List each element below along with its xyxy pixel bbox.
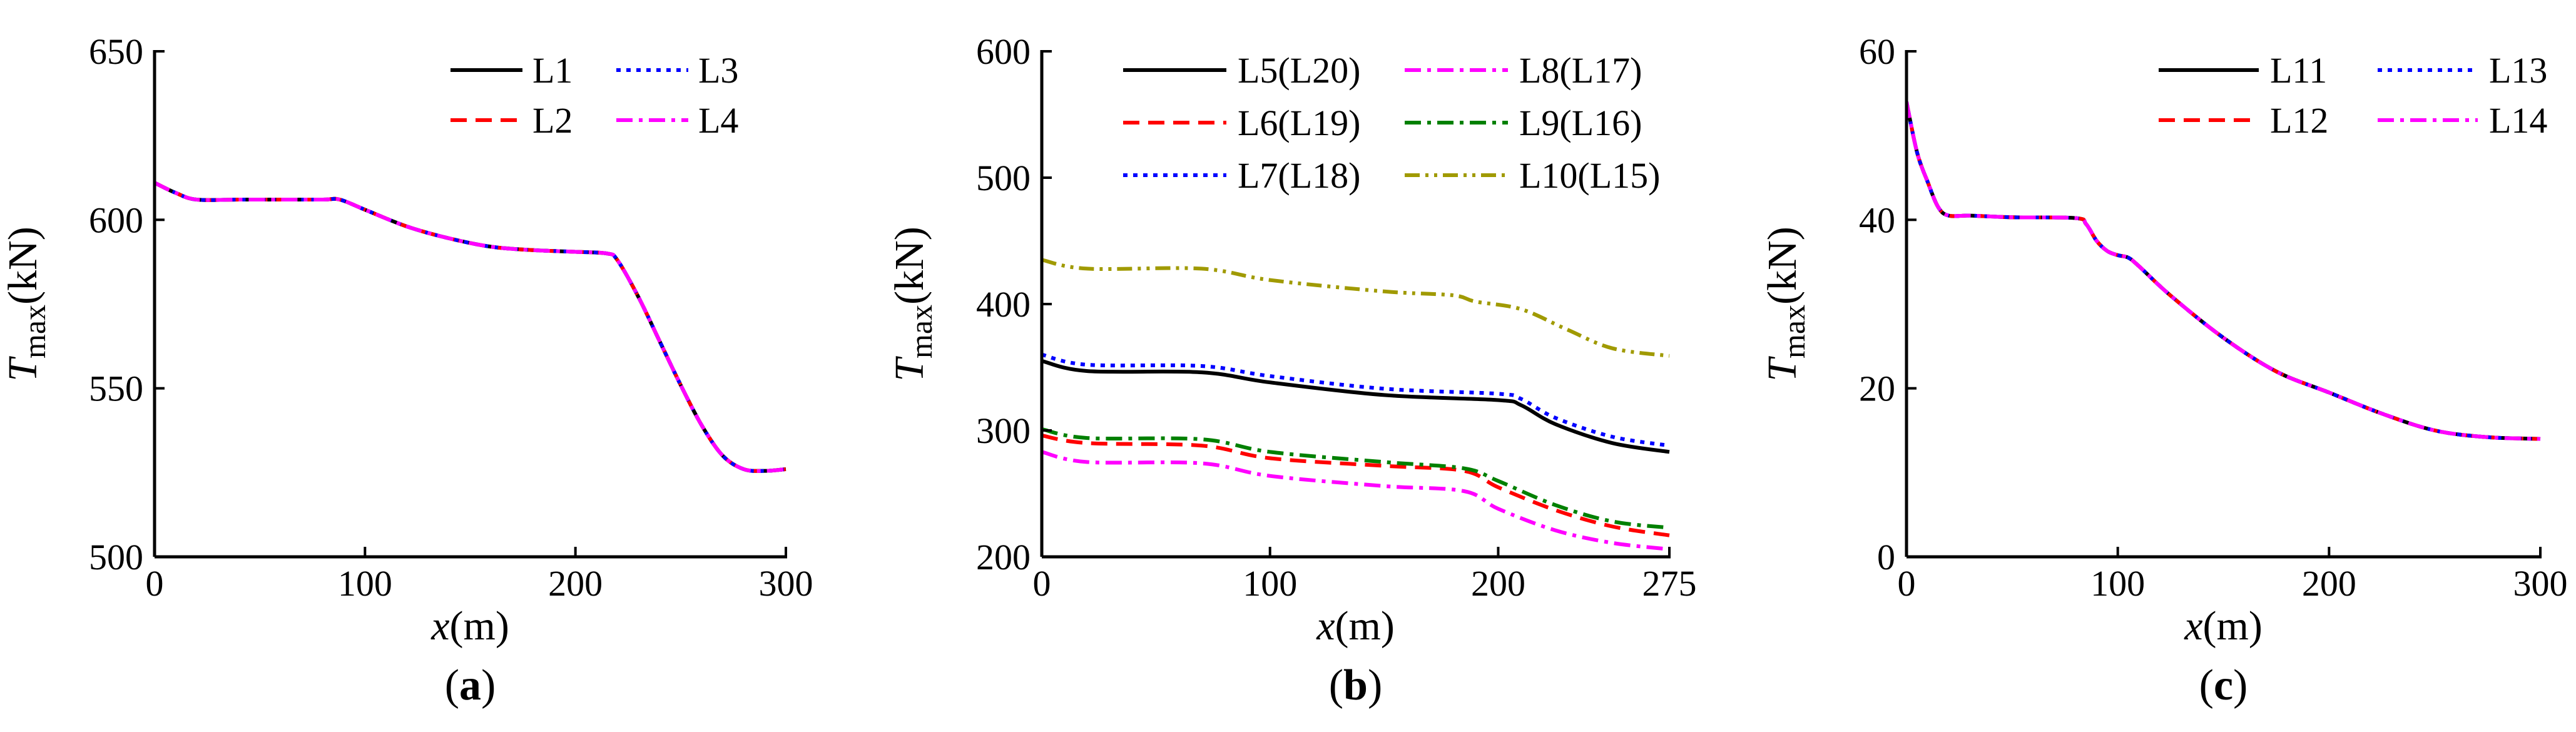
panel-label-letter: b — [1343, 661, 1368, 709]
series-line-l6-l19 — [1042, 434, 1670, 537]
legend: L11 L12 L13 L14 — [2159, 50, 2547, 141]
legend: L5(L20) L6(L19) L7(L18) L8(L17) L9(L16) L10(L… — [1123, 50, 1661, 196]
y-axis-label: Tmax(kN) — [887, 226, 939, 381]
legend-entry-label: L14 — [2489, 100, 2547, 141]
panel-label-open: ( — [2199, 661, 2214, 709]
y-tick-label: 20 — [1859, 369, 1895, 409]
series-line-l10-l15 — [1042, 258, 1670, 358]
series-line-l3 — [155, 181, 787, 473]
x-axis-unit: (m) — [2203, 603, 2263, 649]
legend-entry-label: L2 — [532, 100, 573, 141]
y-tick-label: 550 — [89, 369, 143, 409]
y-tick-label: 0 — [1877, 537, 1895, 577]
y-tick-label: 600 — [976, 31, 1031, 72]
panel-b: 200 300 400 500 600 0 100 200 275 x(m) Tmax(kN) L5(… — [887, 31, 1697, 709]
y-axis-unit: (kN) — [1759, 226, 1805, 305]
y-tick-label: 400 — [976, 284, 1031, 325]
y-tick-label: 60 — [1859, 31, 1895, 72]
panel-label-close: ) — [1368, 661, 1382, 709]
panel-label-letter: c — [2214, 661, 2233, 709]
x-axis-variable: x — [2184, 603, 2202, 649]
x-tick-label: 200 — [1471, 563, 1525, 604]
panel-label: (c) — [2199, 661, 2248, 709]
y-axis-label: Tmax(kN) — [0, 226, 52, 381]
panel-label-close: ) — [481, 661, 496, 709]
panel-label: (a) — [445, 661, 496, 709]
y-axis-subscript: max — [17, 305, 52, 358]
panel-label-open: ( — [1329, 661, 1343, 709]
legend-entry-label: L7(L18) — [1238, 155, 1361, 196]
legend-entry-label: L11 — [2270, 50, 2327, 91]
series-line-l9-l16 — [1042, 427, 1670, 530]
x-tick-label: 100 — [1243, 563, 1297, 604]
x-tick-label: 0 — [146, 563, 164, 604]
y-axis-variable: T — [0, 356, 46, 382]
x-axis-label: x(m) — [430, 603, 509, 649]
x-tick-label: 300 — [2513, 563, 2568, 604]
panel-a: 500 550 600 650 0 100 200 300 x(m) Tmax(kN) L1 L2 L3… — [0, 31, 813, 709]
panel-label-close: ) — [2233, 661, 2248, 709]
y-tick-label: 40 — [1859, 200, 1895, 240]
series-line-l1 — [155, 181, 787, 473]
x-tick-label: 200 — [2302, 563, 2356, 604]
x-tick-label: 300 — [759, 563, 813, 604]
panel-label: (b) — [1329, 661, 1383, 709]
y-axis-subscript: max — [904, 305, 939, 358]
x-tick-label: 275 — [1642, 563, 1697, 604]
y-tick-label: 600 — [89, 200, 143, 240]
x-axis-variable: x — [430, 603, 449, 649]
x-axis-variable: x — [1316, 603, 1335, 649]
series-group — [1042, 258, 1670, 551]
x-tick-label: 0 — [1898, 563, 1916, 604]
y-tick-label: 300 — [976, 410, 1031, 451]
legend-entry-label: L3 — [698, 50, 738, 91]
series-line-l12 — [1907, 101, 2541, 441]
x-axis-unit: (m) — [450, 603, 509, 649]
panel-label-open: ( — [445, 661, 459, 709]
y-tick-label: 500 — [89, 537, 143, 577]
legend-entry-label: L6(L19) — [1238, 103, 1361, 143]
y-axis-variable: T — [1759, 356, 1805, 382]
y-axis-label: Tmax(kN) — [1759, 226, 1811, 381]
series-group — [1907, 101, 2541, 441]
x-tick-label: 0 — [1033, 563, 1051, 604]
series-line-l11 — [1907, 101, 2541, 441]
y-axis-unit: (kN) — [887, 226, 932, 305]
series-line-l2 — [155, 181, 787, 473]
series-group — [155, 181, 787, 473]
legend-entry-label: L4 — [698, 100, 738, 141]
y-axis-unit: (kN) — [0, 226, 46, 305]
legend-entry-label: L12 — [2270, 100, 2328, 141]
series-line-l7-l18 — [1042, 352, 1670, 448]
legend: L1 L2 L3 L4 — [451, 50, 738, 141]
x-tick-label: 100 — [2090, 563, 2145, 604]
series-line-l14 — [1907, 101, 2541, 441]
x-tick-label: 100 — [338, 563, 392, 604]
series-line-l13 — [1907, 101, 2541, 441]
x-axis-label: x(m) — [1316, 603, 1395, 649]
legend-entry-label: L8(L17) — [1519, 50, 1642, 91]
legend-entry-label: L5(L20) — [1238, 50, 1361, 91]
series-line-l8-l17 — [1042, 450, 1670, 551]
panel-label-letter: a — [459, 661, 481, 709]
y-tick-label: 650 — [89, 31, 143, 72]
legend-entry-label: L10(L15) — [1519, 155, 1661, 196]
series-line-l5-l20 — [1042, 358, 1670, 454]
series-line-l4 — [155, 181, 787, 473]
x-tick-label: 200 — [548, 563, 603, 604]
legend-entry-label: L13 — [2489, 50, 2547, 91]
x-axis-label: x(m) — [2184, 603, 2263, 649]
y-tick-label: 200 — [976, 537, 1031, 577]
x-axis-unit: (m) — [1335, 603, 1395, 649]
y-tick-label: 500 — [976, 158, 1031, 198]
y-axis-variable: T — [887, 356, 932, 382]
legend-entry-label: L9(L16) — [1519, 103, 1642, 143]
y-axis-subscript: max — [1776, 305, 1811, 358]
legend-entry-label: L1 — [532, 50, 573, 91]
